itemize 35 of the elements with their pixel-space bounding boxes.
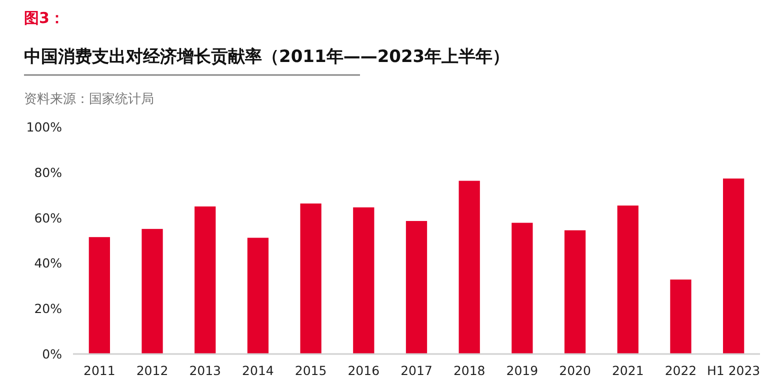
y-tick-label: 80% bbox=[34, 164, 62, 180]
y-tick-label: 20% bbox=[34, 301, 62, 316]
bar bbox=[723, 178, 744, 354]
x-tick-label: 2018 bbox=[453, 363, 486, 378]
x-tick-label: 2016 bbox=[348, 363, 380, 378]
bar bbox=[247, 238, 269, 354]
bar bbox=[617, 206, 638, 354]
bar bbox=[142, 228, 163, 354]
x-tick-label: H1 2023 bbox=[707, 363, 760, 378]
bar bbox=[458, 180, 480, 354]
bar bbox=[564, 230, 586, 354]
bar bbox=[353, 207, 374, 354]
y-tick-label: 40% bbox=[34, 256, 62, 271]
x-tick-label: 2013 bbox=[189, 363, 222, 378]
bar bbox=[406, 220, 428, 354]
x-tick-label: 2019 bbox=[506, 363, 538, 378]
bar bbox=[88, 237, 110, 354]
x-tick-label: 2012 bbox=[136, 363, 168, 378]
bar bbox=[300, 204, 322, 354]
bar bbox=[194, 206, 216, 354]
chart-subtitle: 图3： bbox=[24, 9, 64, 27]
x-tick-label: 2014 bbox=[242, 363, 274, 378]
x-tick-label: 2017 bbox=[400, 363, 432, 378]
bar bbox=[512, 222, 533, 354]
x-tick-label: 2022 bbox=[664, 363, 697, 378]
y-tick-label: 60% bbox=[34, 210, 62, 226]
x-tick-label: 2011 bbox=[84, 363, 116, 378]
y-tick-label: 100% bbox=[26, 120, 62, 134]
bar bbox=[670, 280, 692, 354]
x-tick-label: 2015 bbox=[294, 363, 327, 378]
x-tick-label: 2020 bbox=[559, 363, 591, 378]
text: 资料来源：国家统计局 bbox=[24, 91, 154, 107]
chart-title: 中国消费支出对经济增长贡献率（2011年——2023年上半年） bbox=[24, 47, 510, 67]
x-tick-label: 2021 bbox=[612, 363, 644, 378]
y-tick-label: 0% bbox=[42, 346, 62, 362]
